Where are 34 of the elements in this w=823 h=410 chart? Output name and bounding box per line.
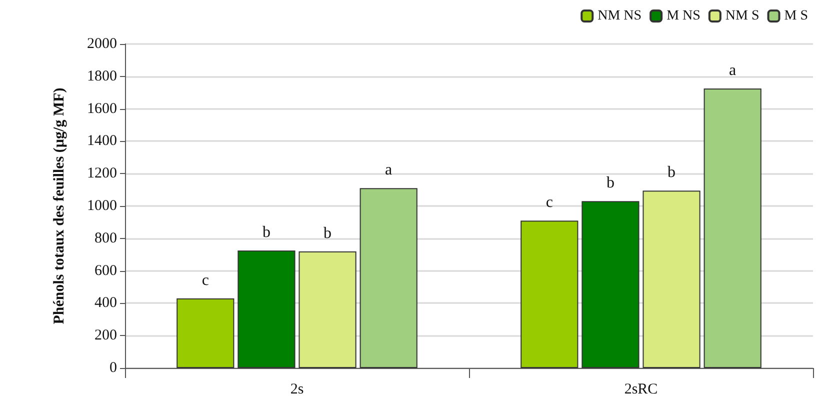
data-label: c [546, 194, 553, 212]
y-tick-label: 1000 [87, 198, 117, 214]
bar [360, 188, 418, 368]
y-tick-label: 1200 [87, 166, 117, 182]
y-tick-label: 0 [110, 360, 117, 376]
bar [704, 88, 762, 368]
data-label: b [668, 164, 676, 182]
bar [176, 298, 234, 368]
legend-label: NM NS [598, 8, 642, 24]
y-tick-label: 400 [94, 295, 117, 312]
data-label: b [262, 224, 270, 242]
y-tick-label: 200 [94, 328, 117, 344]
y-tick-label: 600 [94, 262, 117, 279]
data-label: b [324, 224, 332, 242]
bar [298, 251, 356, 368]
legend-label: M S [784, 8, 808, 24]
legend-label: NM S [725, 8, 760, 24]
y-tick-label: 2000 [87, 36, 117, 52]
y-tick-label: 1800 [87, 68, 117, 84]
data-label: b [606, 174, 614, 192]
data-label: a [729, 62, 736, 80]
data-label: a [385, 162, 392, 179]
y-tick-label: 1600 [87, 100, 117, 117]
y-tick-label: 1400 [87, 133, 117, 150]
bar [238, 250, 296, 368]
x-tick-label: 2s [290, 382, 304, 398]
x-tick-label: 2sRC [624, 382, 658, 398]
bar [642, 190, 700, 368]
y-tick-label: 800 [94, 230, 117, 246]
bar [520, 220, 578, 368]
bar [582, 201, 640, 368]
y-axis-title: Phénols totaux des feuilles (µg/g MF) [52, 88, 68, 324]
legend-label: M NS [666, 8, 700, 24]
data-label: c [202, 272, 209, 289]
